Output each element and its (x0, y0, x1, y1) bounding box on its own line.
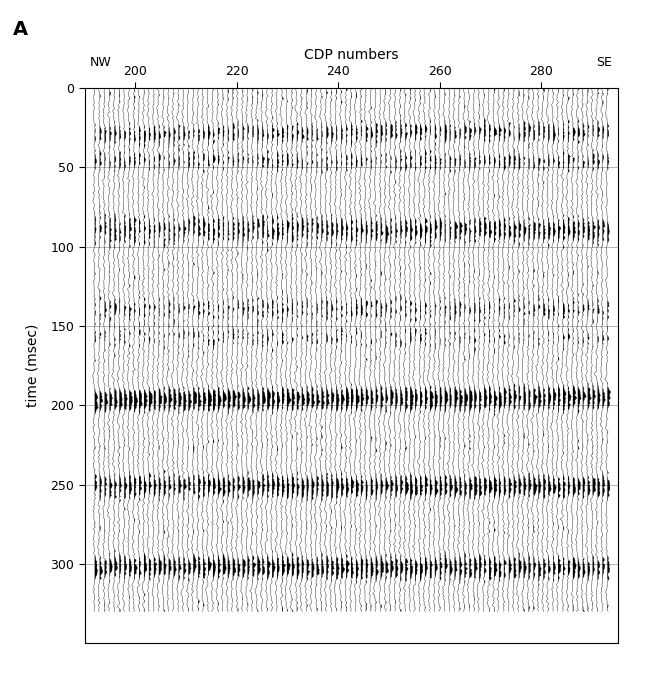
X-axis label: CDP numbers: CDP numbers (304, 48, 398, 62)
Text: SE: SE (597, 56, 612, 69)
Text: A: A (13, 20, 28, 39)
Y-axis label: time (msec): time (msec) (25, 324, 39, 408)
Text: NW: NW (90, 56, 111, 69)
